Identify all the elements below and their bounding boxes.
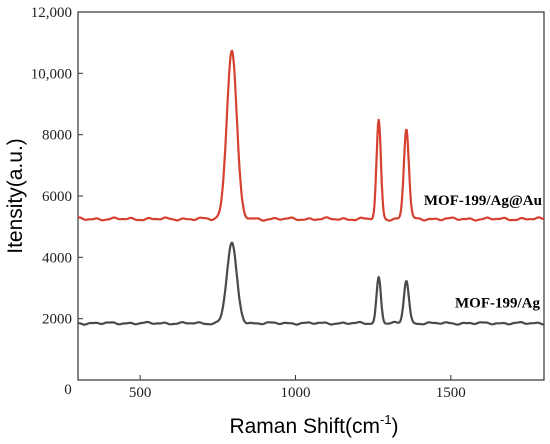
- y-tick-label: 6000: [42, 189, 72, 205]
- y-tick-label: 10,000: [31, 66, 72, 82]
- tick-group: 500 1000 1500 2000 4000 6000 8000 10,000 12,000: [31, 5, 466, 401]
- series-line: [77, 241, 545, 326]
- x-axis-title: Raman Shift(cm-1): [229, 412, 398, 438]
- series-label: MOF-199/Ag@Au: [424, 193, 542, 209]
- y-tick-label: 4000: [42, 250, 72, 266]
- y-tick-label: 8000: [42, 128, 72, 144]
- x-tick-label: 1500: [436, 385, 466, 401]
- series-label-group: MOF-199/Ag@Au MOF-199/Ag: [424, 193, 542, 311]
- x-tick-label: 1000: [280, 385, 310, 401]
- origin-label: 0: [64, 382, 72, 398]
- x-axis-title-sup: -1: [380, 412, 392, 427]
- x-axis-title-suffix: ): [392, 415, 399, 438]
- y-tick-label: 12,000: [31, 5, 72, 21]
- y-axis-title: Itensity(a.u.): [4, 138, 27, 254]
- series-label: MOF-199/Ag: [455, 295, 540, 311]
- y-tick-label: 2000: [42, 312, 72, 328]
- series-line: [77, 49, 545, 222]
- x-axis-title-main: Raman Shift(cm: [229, 415, 380, 438]
- series-layer: [77, 49, 545, 326]
- x-tick-label: 500: [129, 385, 152, 401]
